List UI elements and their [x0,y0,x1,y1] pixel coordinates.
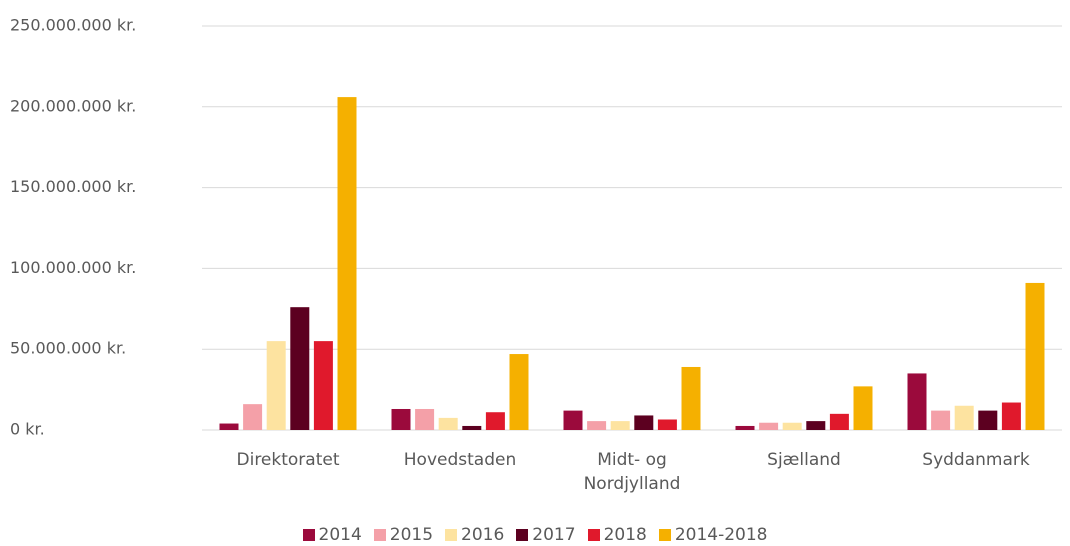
bar [243,404,263,430]
bar [587,421,607,430]
legend-item: 2018 [587,525,647,545]
bar [657,419,677,430]
bar [391,408,411,430]
bar [634,415,654,430]
bar [978,410,998,430]
legend-swatch [516,529,529,541]
legend-item: 2014 [302,525,362,545]
legend-label: 2014-2018 [674,525,768,545]
bar [1025,282,1045,430]
legend-label: 2016 [461,525,505,545]
bar [931,410,951,430]
bar [290,307,310,430]
legend-label: 2017 [532,525,576,545]
x-tick-label: Midt- og Nordjylland [583,450,681,494]
bar [462,425,482,430]
bar [735,425,755,430]
bar [681,366,701,430]
bar [415,408,435,430]
bar [219,423,239,430]
legend-swatch [445,529,458,541]
y-tick-label: 100.000.000 kr. [10,258,136,277]
bar [853,386,873,430]
y-tick-label: 50.000.000 kr. [10,339,126,358]
bar [485,412,505,430]
bar [438,417,458,430]
bar [509,354,529,430]
legend-label: 2015 [389,525,434,545]
bar [806,421,826,430]
x-tick-label: Direktoratet [236,450,340,470]
bar [266,341,286,430]
legend-swatch [587,529,600,541]
x-tick-label: Syddanmark [922,450,1030,470]
y-tick-label: 250.000.000 kr. [10,16,136,35]
legend-item: 2014-2018 [658,525,768,545]
y-tick-label: 200.000.000 kr. [10,96,136,115]
legend-swatch [658,529,671,541]
legend: 2014 2015 2016 2017 2018 2014-2018 [0,525,1070,545]
bar [337,97,357,430]
bar [759,422,779,430]
y-tick-label: 0 kr. [10,420,45,439]
legend-item: 2016 [445,525,504,545]
legend-label: 2018 [603,525,647,545]
bar [829,413,849,430]
bar [313,341,333,430]
legend-label: 2014 [318,525,362,545]
y-tick-label: 150.000.000 kr. [10,177,136,196]
x-tick-label: Hovedstaden [403,450,517,470]
legend-item: 2015 [373,525,434,545]
bar [563,410,583,430]
bar [954,405,974,430]
bar [610,421,630,430]
bar [782,422,802,430]
legend-swatch [302,529,315,541]
bar [907,373,927,430]
legend-swatch [373,529,386,541]
bar [1001,402,1021,430]
legend-item: 2017 [516,525,576,545]
x-tick-label: Sjælland [767,450,841,470]
